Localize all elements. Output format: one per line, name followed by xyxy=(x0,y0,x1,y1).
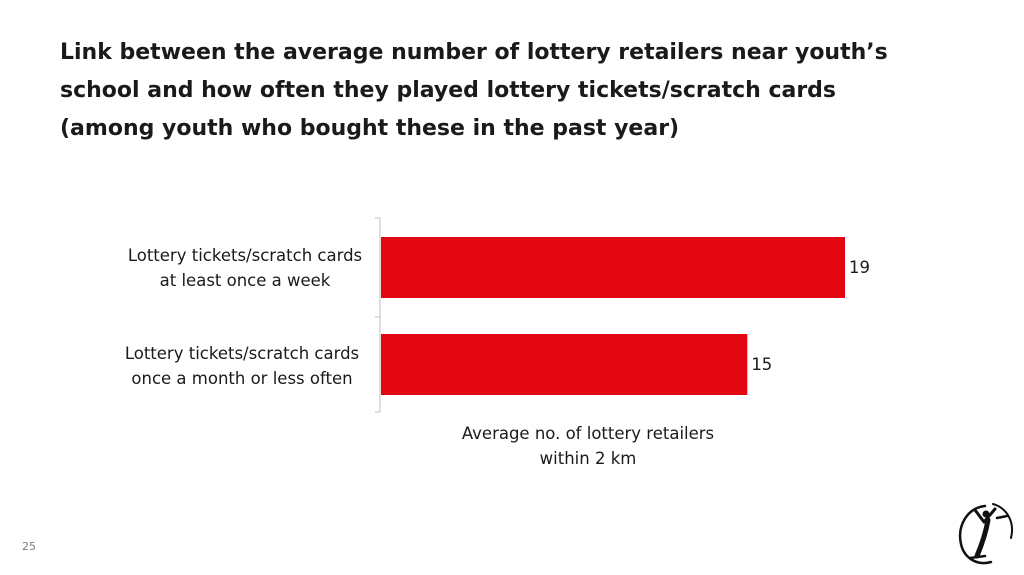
category-label-monthly-line-2: once a month or less often xyxy=(131,369,353,388)
slide-title: Link between the average number of lotte… xyxy=(60,34,960,148)
stylized-y-figure-logo-icon xyxy=(958,503,1013,565)
title-line-2: school and how often they played lottery… xyxy=(60,78,837,103)
category-label-weekly: Lottery tickets/scratch cards at least o… xyxy=(95,243,395,293)
category-label-monthly: Lottery tickets/scratch cards once a mon… xyxy=(92,341,392,391)
x-axis-label-line-1: Average no. of lottery retailers xyxy=(461,424,715,443)
value-label-weekly: 19 xyxy=(849,257,870,277)
category-label-weekly-line-2: at least once a week xyxy=(159,271,331,290)
title-line-1: Link between the average number of lotte… xyxy=(60,40,888,65)
title-line-3: (among youth who bought these in the pas… xyxy=(60,116,680,141)
x-axis-label-line-2: within 2 km xyxy=(539,449,637,468)
page-number: 25 xyxy=(22,540,36,553)
bar-monthly xyxy=(381,334,748,395)
bar-weekly xyxy=(381,237,845,298)
category-label-weekly-line-1: Lottery tickets/scratch cards xyxy=(127,246,363,265)
category-label-monthly-line-1: Lottery tickets/scratch cards xyxy=(124,344,360,363)
value-label-monthly: 15 xyxy=(751,354,773,374)
x-axis-label: Average no. of lottery retailers within … xyxy=(438,421,738,471)
